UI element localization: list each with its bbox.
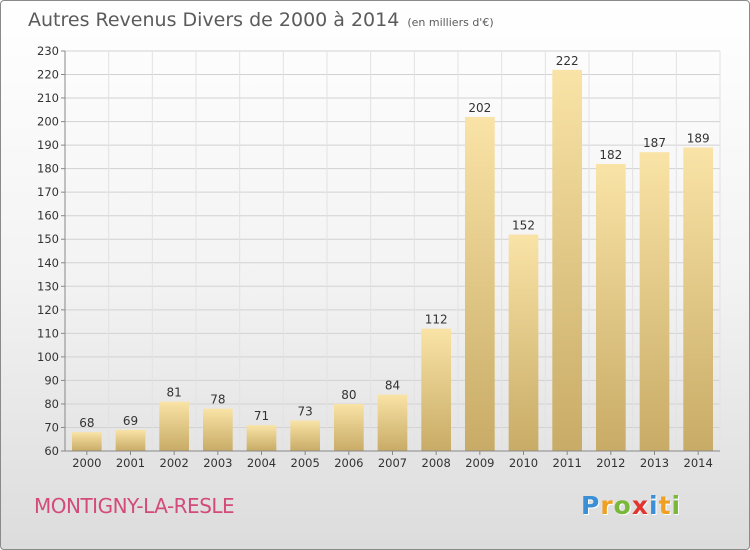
logo-letter: o bbox=[613, 491, 632, 520]
y-tick-label: 190 bbox=[37, 138, 59, 152]
y-tick-label: 120 bbox=[37, 303, 59, 317]
bar-value-label: 80 bbox=[341, 388, 356, 402]
x-tick-label: 2003 bbox=[203, 456, 232, 470]
bar bbox=[246, 425, 277, 451]
y-tick-label: 200 bbox=[37, 115, 59, 129]
bar bbox=[71, 432, 102, 451]
bar bbox=[202, 408, 233, 451]
y-tick-label: 180 bbox=[37, 162, 59, 176]
x-tick-label: 2010 bbox=[509, 456, 538, 470]
x-tick-label: 2008 bbox=[422, 456, 451, 470]
bar-value-label: 187 bbox=[643, 136, 666, 150]
bar bbox=[115, 429, 146, 451]
bar-value-label: 71 bbox=[254, 409, 269, 423]
labels: 60 70 80 90 100 110 120 130 140 150 160 170 180 190 20… bbox=[37, 44, 713, 470]
y-tick-label: 210 bbox=[37, 91, 59, 105]
y-tick-label: 60 bbox=[44, 444, 59, 458]
chart-title-text: Autres Revenus Divers de 2000 à 2014 bbox=[28, 9, 400, 31]
bar-value-label: 152 bbox=[512, 219, 535, 233]
bar bbox=[377, 394, 408, 451]
y-tick-label: 70 bbox=[44, 420, 59, 434]
bar bbox=[290, 420, 321, 451]
x-tick-label: 2004 bbox=[247, 456, 276, 470]
y-tick-label: 100 bbox=[37, 350, 59, 364]
bar-value-label: 189 bbox=[687, 131, 710, 145]
bar bbox=[421, 328, 452, 451]
y-tick-label: 170 bbox=[37, 185, 59, 199]
bar-value-label: 112 bbox=[425, 313, 448, 327]
x-tick-label: 2005 bbox=[291, 456, 320, 470]
bar bbox=[508, 234, 539, 451]
axes bbox=[61, 50, 720, 455]
x-tick-label: 2012 bbox=[596, 456, 625, 470]
x-tick-label: 2000 bbox=[72, 456, 101, 470]
y-tick-label: 230 bbox=[37, 44, 59, 58]
bar-value-label: 182 bbox=[599, 148, 622, 162]
y-tick-label: 130 bbox=[37, 279, 59, 293]
x-tick-label: 2009 bbox=[465, 456, 494, 470]
y-tick-label: 110 bbox=[37, 326, 59, 340]
y-tick-label: 80 bbox=[44, 397, 59, 411]
logo-letter: x bbox=[631, 491, 649, 520]
chart-title: Autres Revenus Divers de 2000 à 2014 (en … bbox=[28, 9, 494, 31]
bar-value-label: 69 bbox=[123, 414, 138, 428]
location-label: MONTIGNY-LA-RESLE bbox=[34, 494, 235, 518]
bar bbox=[595, 163, 626, 452]
bar bbox=[333, 403, 364, 451]
y-tick-label: 160 bbox=[37, 209, 59, 223]
bar-value-label: 73 bbox=[298, 404, 313, 418]
x-tick-label: 2011 bbox=[553, 456, 582, 470]
logo-letter: P bbox=[581, 491, 601, 520]
y-tick-label: 90 bbox=[44, 373, 59, 387]
y-tick-label: 140 bbox=[37, 256, 59, 270]
bars bbox=[71, 69, 714, 452]
bar bbox=[683, 147, 714, 451]
bar-value-label: 68 bbox=[79, 416, 94, 430]
bar-value-label: 222 bbox=[556, 54, 579, 68]
proxiti-logo[interactable]: Proxiti bbox=[581, 491, 681, 520]
bar bbox=[552, 69, 583, 451]
logo-letter: i bbox=[649, 491, 659, 520]
logo-letter: t bbox=[658, 491, 672, 520]
bar-value-label: 81 bbox=[167, 386, 182, 400]
x-tick-label: 2007 bbox=[378, 456, 407, 470]
bar bbox=[464, 116, 495, 451]
logo-letter: r bbox=[600, 491, 614, 520]
bar bbox=[159, 401, 190, 451]
y-tick-label: 150 bbox=[37, 232, 59, 246]
bar-value-label: 78 bbox=[210, 393, 225, 407]
bar bbox=[639, 152, 670, 452]
logo-letter: i bbox=[671, 491, 682, 520]
x-tick-label: 2014 bbox=[684, 456, 713, 470]
x-tick-label: 2001 bbox=[116, 456, 145, 470]
x-tick-label: 2013 bbox=[640, 456, 669, 470]
x-tick-label: 2002 bbox=[160, 456, 189, 470]
y-tick-label: 220 bbox=[37, 68, 59, 82]
bar-value-label: 84 bbox=[385, 379, 400, 393]
chart-subtitle: (en milliers d'€) bbox=[407, 16, 494, 29]
bar-value-label: 202 bbox=[468, 101, 491, 115]
x-tick-label: 2006 bbox=[334, 456, 363, 470]
